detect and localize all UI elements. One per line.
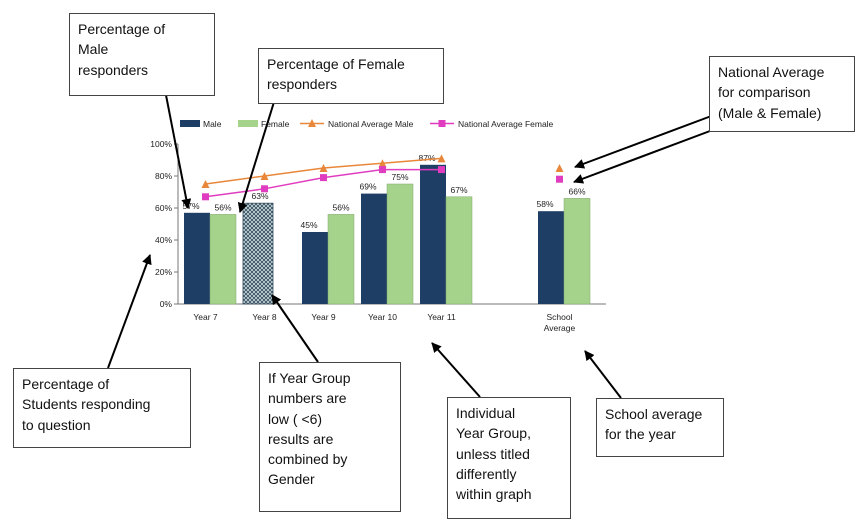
data-label-combined: 63% [251, 191, 268, 201]
arrow-national-2 [573, 127, 719, 184]
y-tick-label: 40% [155, 235, 172, 245]
marker-national-male [437, 154, 446, 163]
marker-national-female [320, 174, 327, 182]
marker-national-female [556, 175, 563, 183]
y-tick-label: 80% [155, 171, 172, 181]
bar-female [445, 196, 473, 305]
marker-national-male [555, 164, 564, 172]
marker-national-male [260, 172, 269, 180]
bar-combined [242, 202, 274, 305]
legend: Male Female National Average Male Nation… [180, 119, 554, 129]
legend-swatch-female [238, 120, 258, 127]
data-label-male: 87% [418, 153, 435, 163]
arrow-male [164, 89, 192, 209]
arrow-school [584, 350, 622, 399]
callout-school: School average for the year [596, 398, 724, 457]
x-tick-labels: Year 7 Year 8 Year 9 Year 10 Year 11 SchoolAv… [193, 312, 575, 333]
data-label-female: 56% [332, 202, 349, 212]
callout-year-group: If Year Group numbers are low ( <6) resu… [259, 362, 401, 512]
callout-female: Percentage of Female responders [258, 48, 444, 104]
x-tick-label: Average [544, 323, 576, 333]
x-tick-label: School [547, 312, 573, 322]
bar-female [209, 214, 237, 305]
x-tick-label: Year 10 [368, 312, 397, 322]
national-lines [201, 154, 564, 201]
callout-male: Percentage of Male responders [69, 13, 215, 96]
marker-national-female [438, 166, 445, 174]
legend-swatch-male [180, 120, 200, 127]
y-tick-label: 20% [155, 267, 172, 277]
arrow-year-group [271, 294, 319, 363]
bars: 57% 56% 63% 45% 56% 69% 75% 87% 67% 58% 66% [182, 153, 591, 305]
data-label-male: 69% [359, 182, 376, 192]
y-tick-label: 60% [155, 203, 172, 213]
x-tick-label: Year 7 [193, 312, 218, 322]
legend-label-national-female: National Average Female [458, 119, 554, 129]
x-tick-label: Year 11 [427, 312, 456, 322]
marker-national-female [202, 193, 209, 201]
legend-marker-national-male [308, 119, 316, 127]
marker-national-female [261, 185, 268, 193]
arrow-individual [431, 342, 481, 398]
data-label-male: 58% [536, 199, 553, 209]
marker-national-female [379, 166, 386, 174]
callout-individual: Individual Year Group, unless titled dif… [447, 397, 571, 519]
data-label-female: 67% [450, 185, 467, 195]
marker-national-male [378, 159, 387, 168]
bar-female [563, 198, 591, 305]
legend-marker-national-female [438, 120, 446, 127]
arrow-students [107, 254, 152, 369]
legend-label-male: Male [203, 119, 222, 129]
callout-national: National Average for comparison (Male & … [709, 56, 855, 132]
legend-label-national-male: National Average Male [328, 119, 414, 129]
bar-male [361, 193, 387, 304]
data-label-male: 57% [182, 201, 199, 211]
data-label-male: 45% [300, 220, 317, 230]
bar-male [420, 164, 446, 304]
marker-national-male [319, 164, 328, 172]
bar-male [184, 212, 210, 304]
data-label-female: 56% [214, 202, 231, 212]
data-label-female: 75% [391, 172, 408, 182]
arrow-national-1 [574, 114, 715, 169]
legend-label-female: Female [261, 119, 290, 129]
callout-students: Percentage of Students responding to que… [13, 368, 191, 448]
y-tick-label: 100% [150, 139, 172, 149]
x-tick-label: Year 9 [311, 312, 336, 322]
bar-male [302, 232, 328, 304]
data-label-female: 66% [568, 186, 585, 196]
marker-national-male [201, 180, 210, 188]
y-tick-label: 0% [160, 299, 173, 309]
bar-female [327, 214, 355, 305]
annotation-arrows [107, 89, 719, 399]
bar-male [538, 211, 564, 304]
x-tick-label: Year 8 [252, 312, 277, 322]
bar-female [386, 183, 414, 305]
arrow-female [237, 101, 275, 213]
y-ticks: 0% 20% 40% 60% 80% 100% [150, 139, 178, 309]
